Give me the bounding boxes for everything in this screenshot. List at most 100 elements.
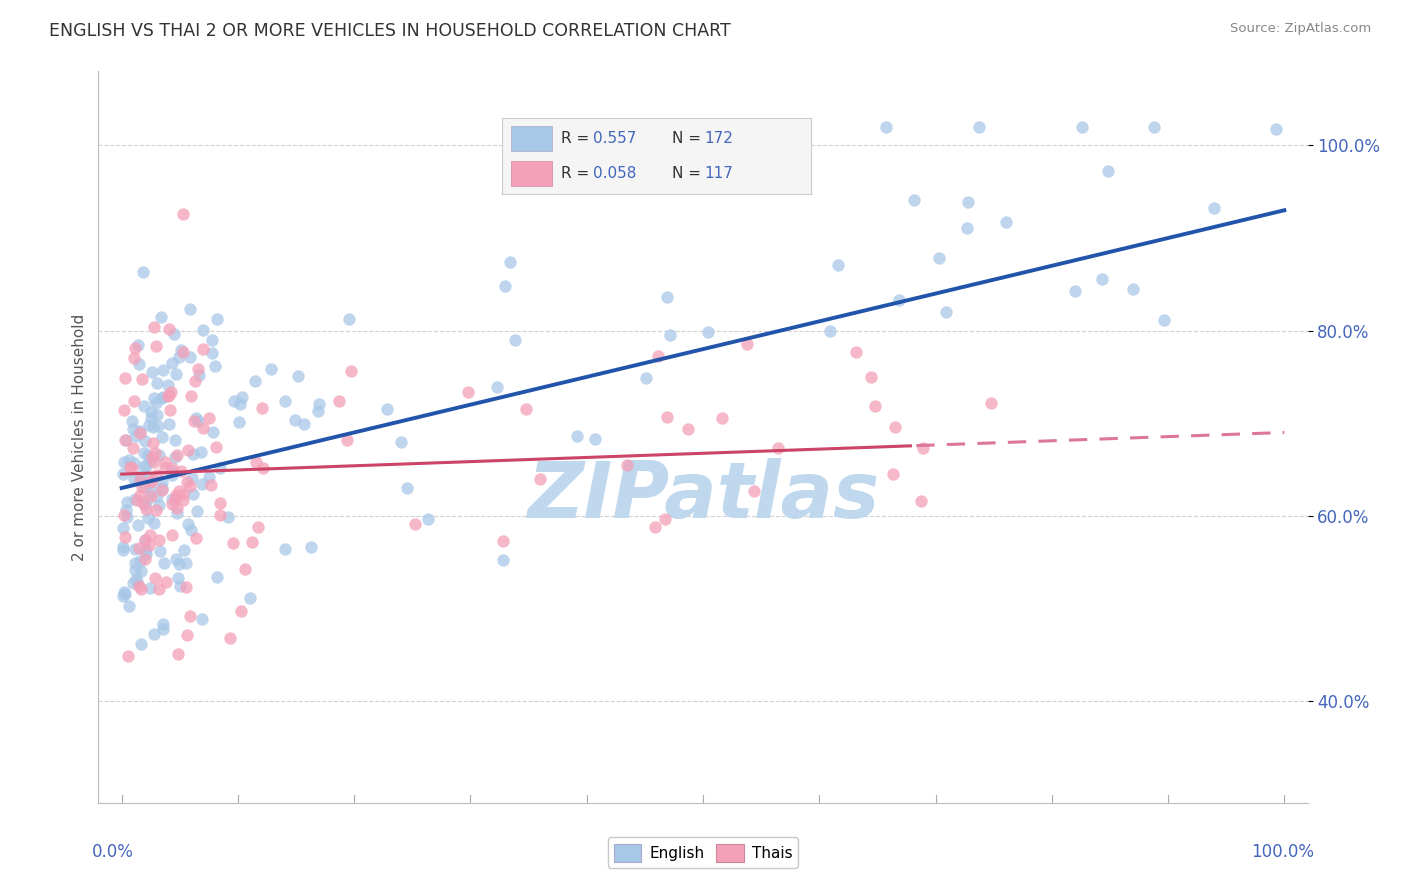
Point xyxy=(887,293,910,308)
Point xyxy=(163,433,186,447)
Point xyxy=(193,342,215,356)
Point xyxy=(181,447,204,461)
Point xyxy=(150,481,173,495)
Point xyxy=(250,401,273,416)
Point xyxy=(128,541,150,556)
Point xyxy=(634,371,657,385)
Point xyxy=(112,508,135,522)
Point xyxy=(124,562,146,576)
Point xyxy=(173,543,195,558)
Point xyxy=(134,480,156,494)
Point xyxy=(860,369,883,384)
Point xyxy=(165,551,187,566)
Point xyxy=(131,372,153,386)
Point xyxy=(115,503,138,517)
Point xyxy=(818,324,841,338)
Point xyxy=(132,496,155,510)
Point xyxy=(457,385,479,400)
Point xyxy=(742,483,765,498)
Point xyxy=(162,464,184,478)
Point xyxy=(180,389,202,403)
Point xyxy=(121,460,143,475)
Point xyxy=(167,571,190,585)
Point xyxy=(128,357,150,371)
Point xyxy=(131,480,153,494)
Point xyxy=(218,631,240,645)
Point xyxy=(143,446,166,460)
Point xyxy=(135,543,157,558)
Point xyxy=(121,414,143,428)
Point xyxy=(503,333,526,347)
Point xyxy=(160,384,183,399)
Point xyxy=(190,444,212,458)
Point xyxy=(337,312,360,326)
Point xyxy=(179,479,201,493)
Point xyxy=(112,455,135,469)
Point xyxy=(122,472,145,486)
Point xyxy=(122,441,145,455)
Point xyxy=(187,414,209,428)
Point xyxy=(136,470,159,484)
Point xyxy=(152,363,174,377)
Point xyxy=(117,648,139,663)
Text: R =: R = xyxy=(561,166,593,181)
Point xyxy=(135,501,157,516)
Point xyxy=(148,533,170,548)
Point xyxy=(129,424,152,438)
Text: 0.058: 0.058 xyxy=(593,166,637,181)
Point xyxy=(166,507,188,521)
Point xyxy=(207,570,229,584)
Point xyxy=(143,571,166,585)
Point xyxy=(146,409,169,423)
Point xyxy=(139,483,162,498)
Point xyxy=(141,405,163,419)
Point xyxy=(179,350,201,364)
Point xyxy=(152,390,174,404)
Point xyxy=(198,411,221,425)
Bar xyxy=(512,126,551,152)
Point xyxy=(143,516,166,531)
Point xyxy=(141,365,163,379)
Point xyxy=(156,378,179,392)
Point xyxy=(252,461,274,475)
Point xyxy=(340,364,363,378)
Point xyxy=(208,508,231,523)
Point xyxy=(260,362,283,376)
Point xyxy=(111,467,134,481)
Point xyxy=(956,221,979,235)
Point xyxy=(217,510,239,524)
Point xyxy=(193,323,215,337)
Point xyxy=(969,120,991,134)
Point xyxy=(186,504,208,518)
Point xyxy=(200,345,222,359)
Point xyxy=(166,448,188,462)
Point xyxy=(176,627,198,641)
Point xyxy=(657,410,679,425)
Point xyxy=(174,556,197,570)
Point xyxy=(122,422,145,436)
Point xyxy=(980,396,1002,410)
Point xyxy=(183,487,205,501)
Point xyxy=(167,350,190,364)
Point xyxy=(245,455,267,469)
Point xyxy=(143,455,166,469)
Point xyxy=(150,430,173,444)
Point xyxy=(150,391,173,405)
Point xyxy=(148,582,170,596)
Point xyxy=(124,542,146,557)
Legend: English, Thais: English, Thais xyxy=(607,838,799,868)
Point xyxy=(112,540,135,554)
Point xyxy=(201,333,224,347)
Point xyxy=(882,467,904,481)
Point xyxy=(172,486,194,500)
Point xyxy=(515,402,537,417)
Point xyxy=(124,556,146,570)
Point xyxy=(142,436,165,450)
Point xyxy=(565,428,588,442)
Point xyxy=(139,489,162,503)
Point xyxy=(177,442,200,457)
Point xyxy=(240,535,263,549)
Point xyxy=(142,392,165,406)
Point xyxy=(135,547,157,561)
Point xyxy=(1265,122,1288,136)
